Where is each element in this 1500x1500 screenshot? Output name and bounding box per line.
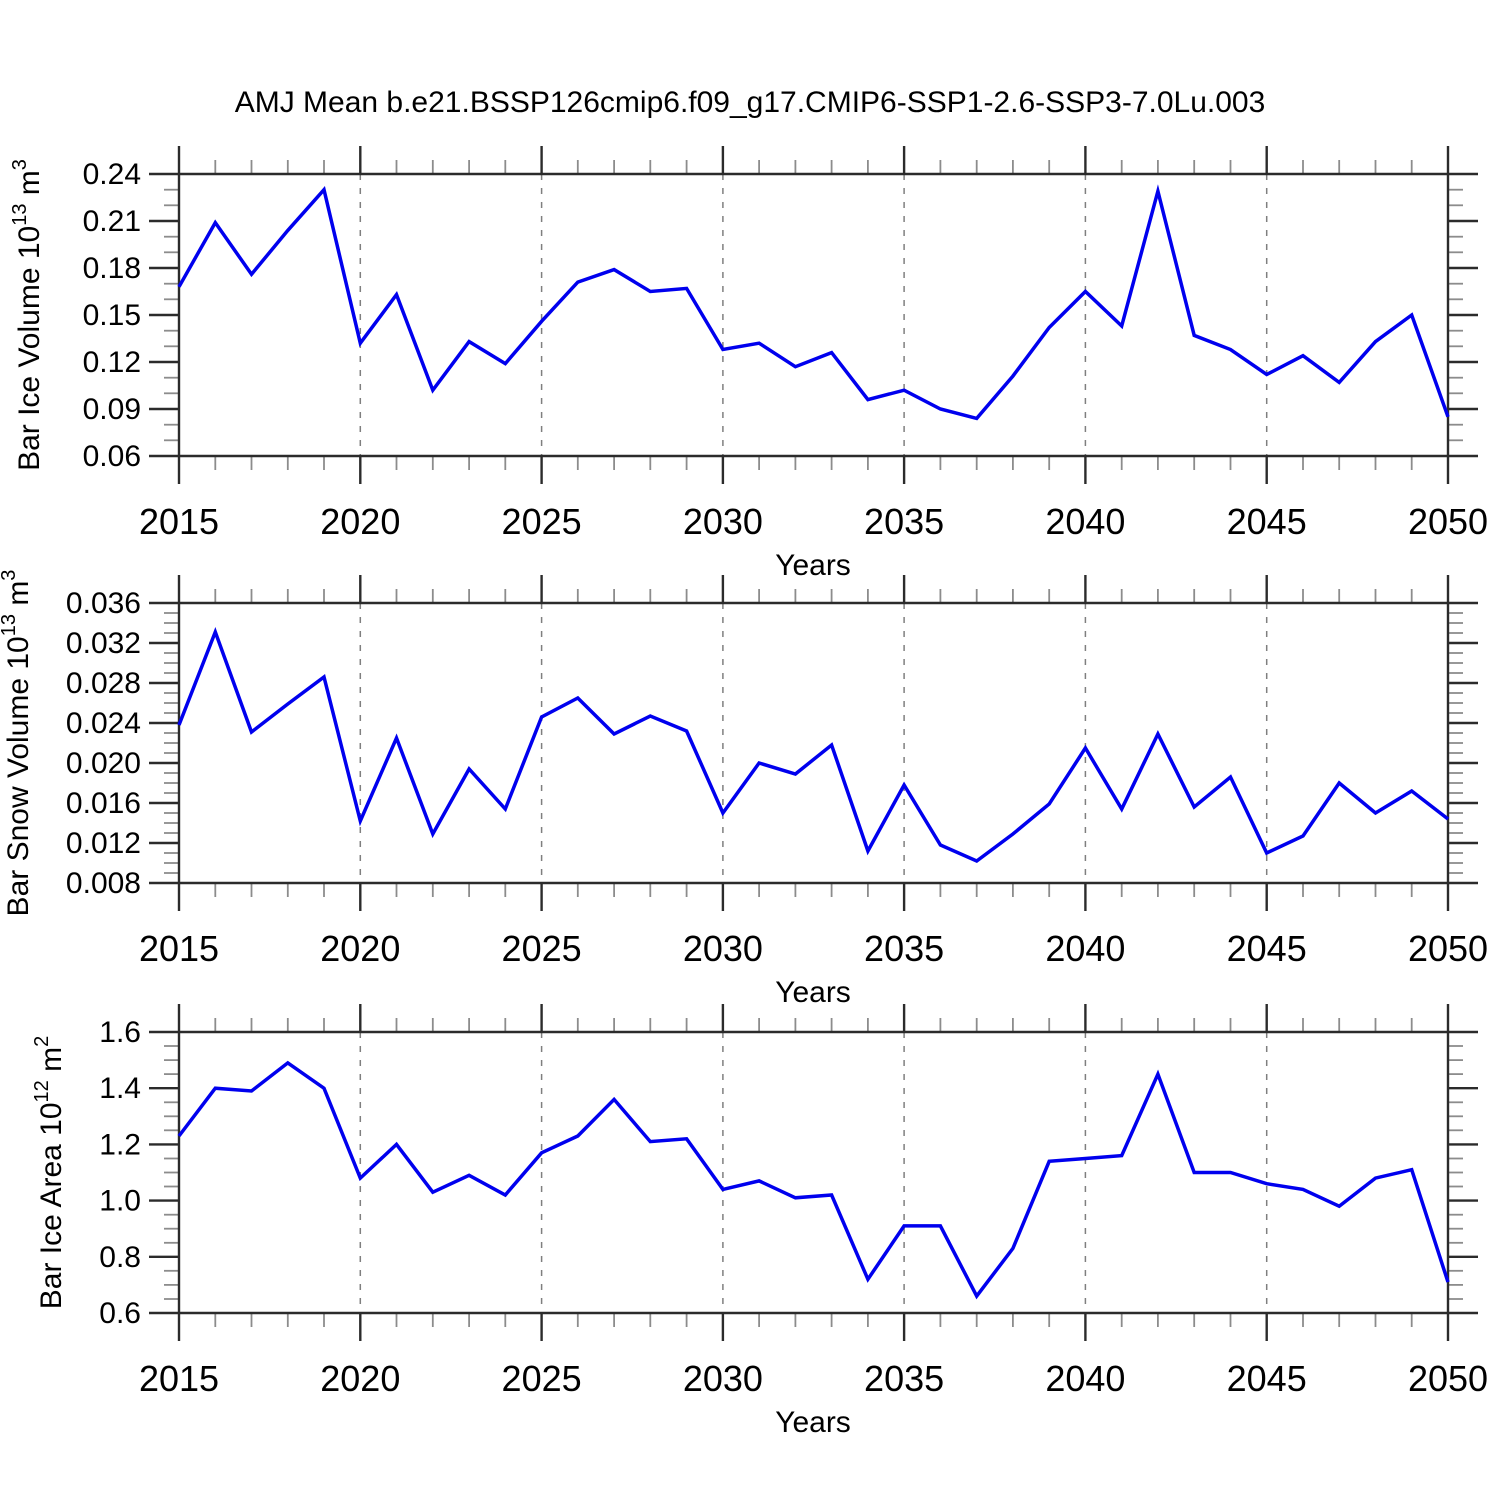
- x-tick-label: 2015: [139, 1358, 219, 1399]
- x-tick-label: 2035: [864, 928, 944, 969]
- x-tick-label: 2045: [1227, 501, 1307, 542]
- x-tick-label: 2040: [1045, 501, 1125, 542]
- x-tick-label: 2050: [1408, 928, 1488, 969]
- y-tick-label: 0.12: [83, 346, 141, 379]
- axis-border: [177, 172, 1450, 458]
- y-tick-label: 0.028: [66, 667, 141, 700]
- x-tick-label: 2040: [1045, 928, 1125, 969]
- axis-border: [177, 601, 1450, 885]
- y-tick-label: 0.012: [66, 827, 141, 860]
- x-tick-label: 2020: [320, 1358, 400, 1399]
- panel-bar-ice-volume: 0.06 0.09 0.12 0.15 0.18 0.21 0.24 2015 2020 2025…: [9, 146, 1488, 542]
- x-axis-ticks: [177, 1004, 1450, 1341]
- x-tick-label: 2040: [1045, 1358, 1125, 1399]
- axis-border: [177, 1030, 1450, 1315]
- x-tick-label: 2020: [320, 501, 400, 542]
- x-tick-label: 2025: [502, 501, 582, 542]
- y-tick-label: 1.2: [99, 1128, 141, 1161]
- y-tick-labels: 0.06 0.09 0.12 0.15 0.18 0.21 0.24: [83, 158, 141, 473]
- data-line-bar-ice-volume: [177, 184, 1450, 421]
- y-axis-title-bar-ice-area: Bar Ice Area 1012 m2: [31, 1036, 68, 1310]
- x-tick-label: 2015: [139, 928, 219, 969]
- x-axis-title-ice-area: Years: [775, 1406, 851, 1439]
- y-axis-title-bar-snow-volume: Bar Snow Volume 1013 m3: [0, 570, 35, 917]
- y-tick-label: 0.6: [99, 1297, 141, 1330]
- x-tick-label: 2030: [683, 1358, 763, 1399]
- y-tick-label: 0.09: [83, 393, 141, 426]
- y-axis-ticks: [149, 1030, 1478, 1315]
- y-tick-label: 0.008: [66, 867, 141, 900]
- y-axis-ticks: [149, 601, 1478, 885]
- x-tick-label: 2045: [1227, 928, 1307, 969]
- gridlines: [359, 174, 1268, 456]
- y-tick-label: 1.4: [99, 1072, 141, 1105]
- x-tick-label: 2035: [864, 1358, 944, 1399]
- x-axis-title-ice-volume: Years: [775, 549, 851, 582]
- x-tick-label: 2025: [502, 1358, 582, 1399]
- y-tick-labels: 0.008 0.012 0.016 0.020 0.024 0.028 0.032 0.036: [66, 587, 141, 900]
- x-tick-label: 2050: [1408, 501, 1488, 542]
- y-tick-label: 0.024: [66, 707, 141, 740]
- x-axis-title-snow-volume: Years: [775, 976, 851, 1009]
- y-axis-title-bar-ice-volume: Bar Ice Volume 1013 m3: [9, 159, 46, 471]
- x-tick-label: 2050: [1408, 1358, 1488, 1399]
- x-tick-label: 2035: [864, 501, 944, 542]
- y-tick-label: 0.15: [83, 299, 141, 332]
- y-tick-label: 0.032: [66, 627, 141, 660]
- y-axis-ticks: [149, 172, 1478, 458]
- y-tick-label: 0.24: [83, 158, 141, 191]
- x-tick-label: 2020: [320, 928, 400, 969]
- x-tick-label: 2030: [683, 928, 763, 969]
- data-line-bar-snow-volume: [177, 627, 1450, 864]
- y-tick-label: 0.8: [99, 1241, 141, 1274]
- y-tick-label: 0.036: [66, 587, 141, 620]
- x-tick-label: 2030: [683, 501, 763, 542]
- y-tick-label: 1.6: [99, 1016, 141, 1049]
- x-tick-labels: 2015 2020 2025 2030 2035 2040 2045 2050: [139, 1358, 1488, 1399]
- data-line-bar-ice-area: [177, 1060, 1450, 1300]
- y-tick-label: 0.21: [83, 205, 141, 238]
- x-tick-labels: 2015 2020 2025 2030 2035 2040 2045 2050: [139, 501, 1488, 542]
- panel-bar-snow-volume: 0.008 0.012 0.016 0.020 0.024 0.028 0.032 0.036…: [0, 570, 1488, 969]
- x-tick-labels: 2015 2020 2025 2030 2035 2040 2045 2050: [139, 928, 1488, 969]
- y-tick-label: 0.016: [66, 787, 141, 820]
- gridlines: [359, 1032, 1268, 1313]
- x-axis-ticks: [177, 146, 1450, 484]
- x-tick-label: 2025: [502, 928, 582, 969]
- y-tick-label: 0.020: [66, 747, 141, 780]
- y-tick-label: 0.18: [83, 252, 141, 285]
- gridlines: [359, 603, 1268, 883]
- y-tick-label: 0.06: [83, 440, 141, 473]
- y-tick-labels: 0.6 0.8 1.0 1.2 1.4 1.6: [99, 1016, 141, 1330]
- x-tick-label: 2015: [139, 501, 219, 542]
- x-axis-ticks: [177, 575, 1450, 911]
- chart-title: AMJ Mean b.e21.BSSP126cmip6.f09_g17.CMIP…: [234, 86, 1266, 119]
- x-tick-label: 2045: [1227, 1358, 1307, 1399]
- y-tick-label: 1.0: [99, 1185, 141, 1218]
